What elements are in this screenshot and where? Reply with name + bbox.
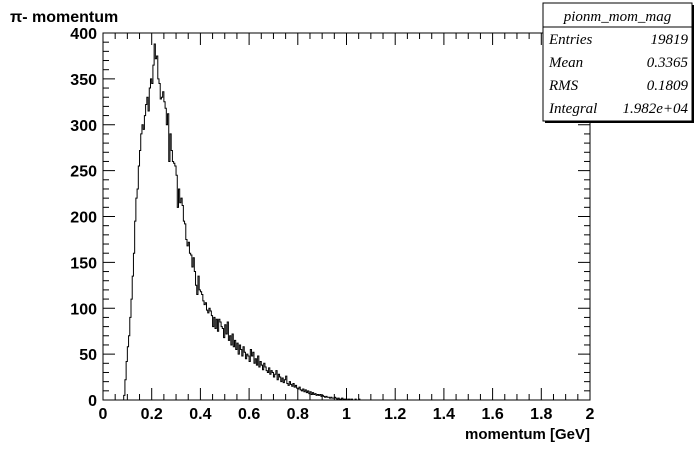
stats-box: pionm_mom_mag Entries 19819 Mean 0.3365 RMS 0.… [542,2,694,123]
x-tick-label: 1.4 [433,406,455,423]
x-tick-label: 1.6 [481,406,503,423]
y-tick-label: 100 [70,301,97,318]
x-axis: 0 0.2 0.4 0.6 0.8 1 1.2 1.4 1.6 1.8 2 [99,33,595,423]
stats-value: 19819 [651,32,689,48]
x-tick-label: 1.2 [384,406,406,423]
chart-title: π- momentum [10,9,118,26]
y-tick-label: 0 [88,393,97,410]
stats-label: Integral [548,101,597,117]
stats-label: Mean [548,55,583,71]
y-tick-label: 50 [79,347,97,364]
histogram-step-line [123,43,377,401]
x-tick-label: 2 [586,406,595,423]
y-tick-label: 250 [70,164,97,181]
plot-frame [102,32,591,401]
x-tick-label: 1.8 [530,406,552,423]
x-tick-label: 0.6 [238,406,260,423]
stats-box-name: pionm_mom_mag [563,9,672,25]
x-tick-label: 0.8 [287,406,309,423]
y-tick-label: 400 [70,26,97,43]
stats-box-frame [542,2,693,122]
stats-value: 0.1809 [647,78,689,94]
y-tick-label: 300 [70,118,97,135]
stats-value: 0.3365 [647,55,689,71]
x-tick-label: 0.2 [141,406,163,423]
y-axis: 0 50 100 150 200 250 300 350 400 [70,26,590,410]
stats-value: 1.982e+04 [622,101,688,117]
x-tick-label: 0.4 [189,406,211,423]
stats-label: Entries [548,32,592,48]
y-tick-label: 150 [70,255,97,272]
x-tick-label: 0 [99,406,108,423]
x-axis-label: momentum [GeV] [465,426,590,443]
y-tick-label: 350 [70,72,97,89]
x-tick-label: 1 [342,406,351,423]
stats-label: RMS [548,78,579,94]
y-tick-label: 200 [70,210,97,227]
